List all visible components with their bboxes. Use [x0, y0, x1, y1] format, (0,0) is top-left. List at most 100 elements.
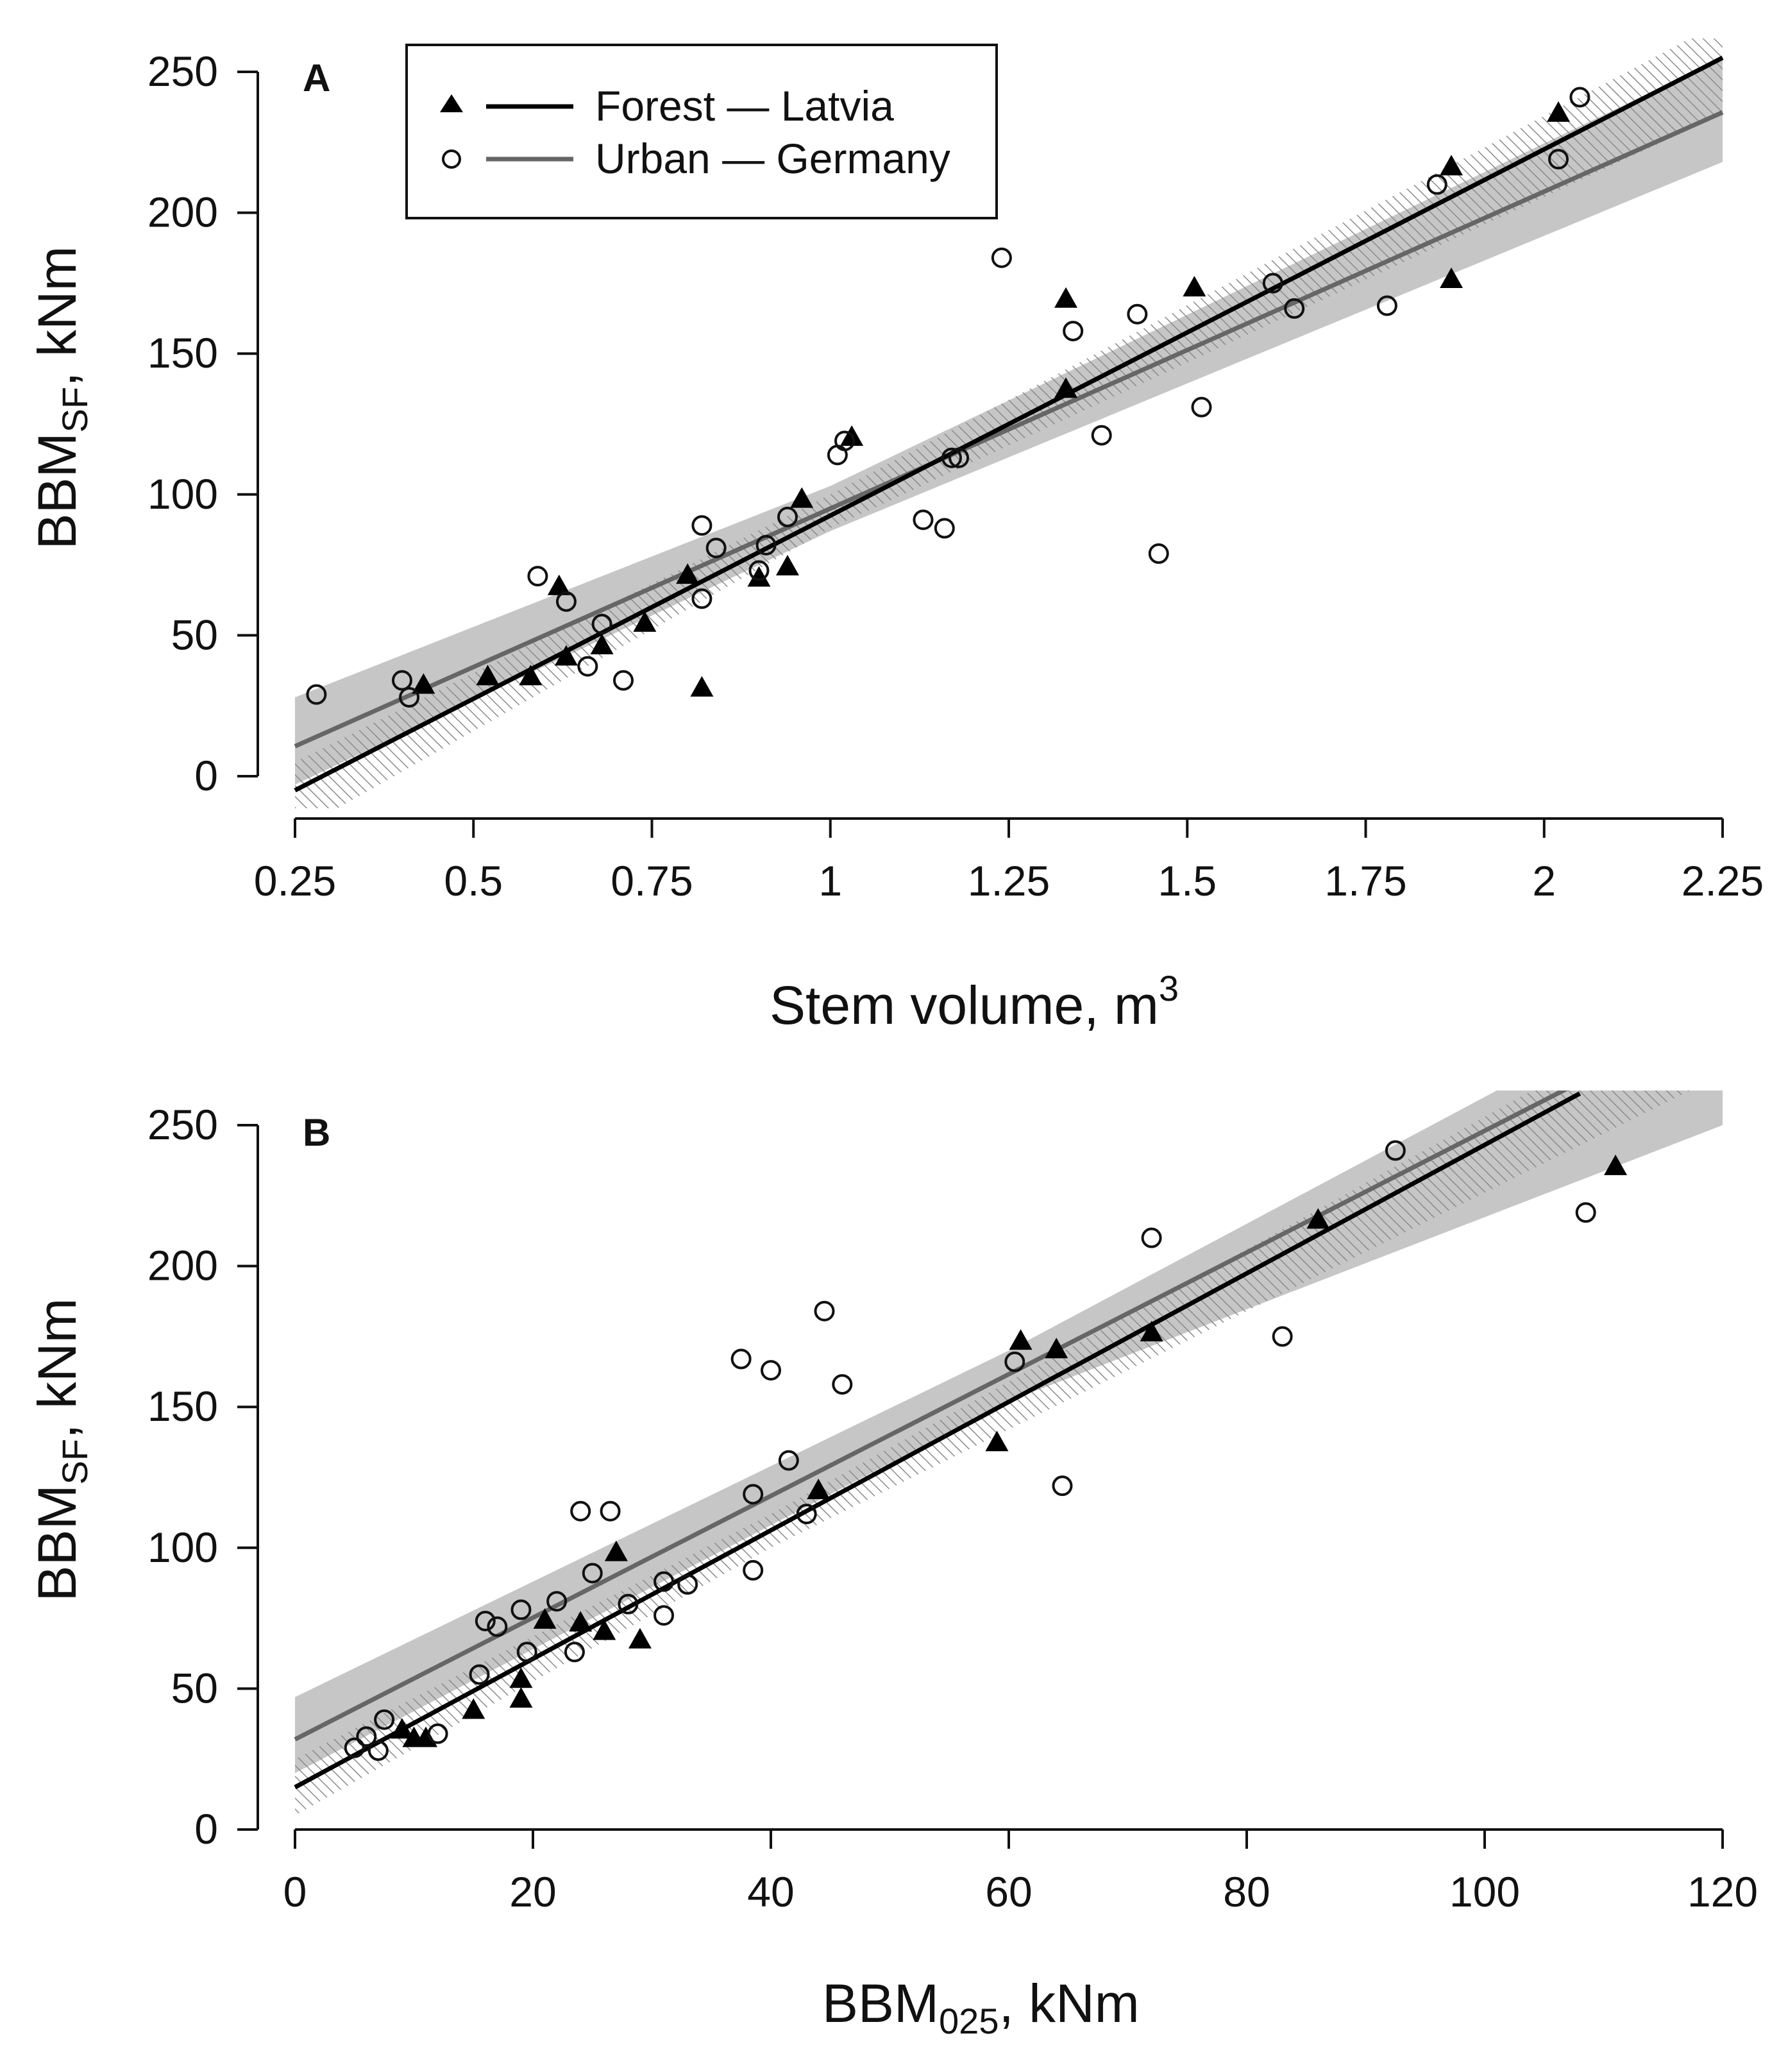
urban-germany-point	[743, 1559, 764, 1581]
x-axis-title-tail: , kNm	[999, 1973, 1139, 2034]
urban-germany-point	[344, 1737, 365, 1758]
urban-germany-point	[1141, 1227, 1162, 1248]
urban-germany-point	[399, 687, 420, 708]
x-axis-title-text: Stem volume, m	[770, 975, 1159, 1035]
x-tick-label: 80	[1223, 1868, 1270, 1915]
urban-germany-point	[1148, 543, 1169, 565]
y-tick-label: 150	[148, 1382, 218, 1430]
forest-latvia-point	[569, 1611, 593, 1632]
urban-germany-point	[1127, 303, 1148, 325]
urban-germany-point	[475, 1610, 496, 1631]
urban-germany-point	[469, 1664, 490, 1685]
legend-forest-marker	[440, 94, 463, 112]
x-axis-title-subscript: 025	[939, 2001, 999, 2041]
x-axis-title-superscript: 3	[1159, 968, 1179, 1008]
urban-germany-point	[600, 1500, 621, 1522]
urban-germany-point	[730, 1348, 752, 1370]
y-tick-label: 100	[148, 1524, 218, 1571]
panel-b-y-ticks: 0 50 100 150 200 250	[148, 1101, 258, 1853]
panel-a-x-axis-title: Stem volume, m3	[770, 968, 1179, 1035]
urban-germany-point	[705, 538, 727, 559]
urban-germany-point	[913, 509, 934, 531]
urban-germany-point	[778, 1450, 799, 1471]
forest-latvia-fit-line	[294, 55, 1724, 793]
urban-germany-point	[1191, 396, 1212, 418]
y-tick-label: 100	[148, 470, 218, 518]
y-tick-label: 250	[148, 1101, 218, 1148]
x-tick-label: 1.5	[1158, 857, 1217, 904]
urban-germany-point	[743, 1484, 764, 1505]
urban-germany-point	[582, 1563, 603, 1584]
x-tick-label: 2.25	[1682, 857, 1764, 904]
x-tick-label: 60	[985, 1868, 1032, 1915]
forest-latvia-point	[390, 1718, 414, 1739]
urban-germany-point	[832, 1374, 853, 1395]
panel-a-bands	[294, 38, 1724, 808]
forest-latvia-point	[1045, 1337, 1068, 1359]
panel-b-x-axis-title: BBM025, kNm	[822, 1973, 1140, 2041]
x-tick-label: 1.75	[1324, 857, 1406, 904]
y-tick-label: 50	[171, 611, 218, 658]
panel-a-y-ticks: 0 50 100 150 200 250	[148, 47, 258, 799]
urban-germany-point	[761, 1360, 781, 1381]
forest-latvia-point	[1054, 377, 1078, 398]
urban-germany-point	[1272, 1326, 1293, 1347]
forest-latvia-point	[412, 673, 435, 694]
panel-b-points	[344, 1140, 1628, 1762]
forest-latvia-point	[509, 1686, 533, 1708]
y-axis-title-tail: , kNm	[27, 1298, 87, 1439]
x-tick-label: 40	[747, 1868, 794, 1915]
panel-a-points	[306, 87, 1590, 708]
urban-germany-point	[796, 1504, 817, 1525]
legend-urban-marker	[442, 149, 461, 169]
forest-latvia-point	[1054, 287, 1078, 308]
urban-germany-point	[1569, 87, 1590, 108]
forest-latvia-point	[519, 665, 543, 686]
y-axis-title-tail: , kNm	[27, 246, 87, 387]
urban-germany-point	[1575, 1202, 1596, 1223]
forest-latvia-point	[1140, 1321, 1163, 1342]
panel-b-y-axis-title: BBMSF, kNm	[27, 1298, 95, 1602]
urban-germany-point	[834, 430, 856, 452]
legend-box	[405, 44, 998, 219]
x-tick-label: 0	[283, 1868, 307, 1915]
urban-germany-point	[516, 1642, 537, 1663]
forest-latvia-point	[790, 487, 814, 508]
urban-germany-point	[591, 613, 612, 634]
urban-germany-point	[306, 684, 327, 705]
urban-germany-point	[748, 560, 770, 581]
forest-latvia-point	[1306, 1208, 1330, 1229]
x-tick-label: 120	[1687, 1868, 1758, 1915]
urban-germany-point	[356, 1726, 377, 1747]
urban-germany-point	[1385, 1140, 1406, 1161]
forest-latvia-point	[807, 1478, 831, 1499]
legend-urban-label: Urban — Germany	[595, 135, 950, 182]
y-axis-title-main: BBM	[27, 432, 87, 549]
forest-latvia-point	[1440, 155, 1463, 176]
forest-latvia-point	[593, 1619, 616, 1640]
y-axis-title-subscript: SF	[55, 1439, 95, 1485]
urban-germany-point	[570, 1500, 591, 1522]
urban-germany-point	[374, 1709, 395, 1730]
forest-latvia-point	[462, 1698, 485, 1719]
forest-latvia-point	[1009, 1329, 1033, 1350]
forest-latvia-fit-line	[294, 1091, 1581, 1790]
urban-germany-point	[1262, 273, 1283, 294]
urban-germany-point	[564, 1642, 585, 1663]
forest-latvia-point	[590, 633, 614, 654]
urban-germany-point	[941, 447, 962, 468]
forest-latvia-point	[1547, 101, 1571, 122]
forest-latvia-point	[476, 665, 500, 686]
forest-latvia-point	[509, 1667, 533, 1688]
forest-latvia-point	[1604, 1154, 1628, 1175]
forest-latvia-point	[604, 1540, 628, 1561]
panel-b-bands	[294, 1091, 1723, 1816]
urban-germany-point	[1426, 174, 1447, 195]
urban-germany-point	[618, 1593, 639, 1615]
urban-germany-point	[527, 566, 548, 587]
forest-latvia-point	[690, 675, 714, 697]
forest-latvia-point	[628, 1627, 652, 1649]
y-tick-label: 0	[194, 1805, 218, 1853]
urban-germany-point	[691, 515, 713, 536]
